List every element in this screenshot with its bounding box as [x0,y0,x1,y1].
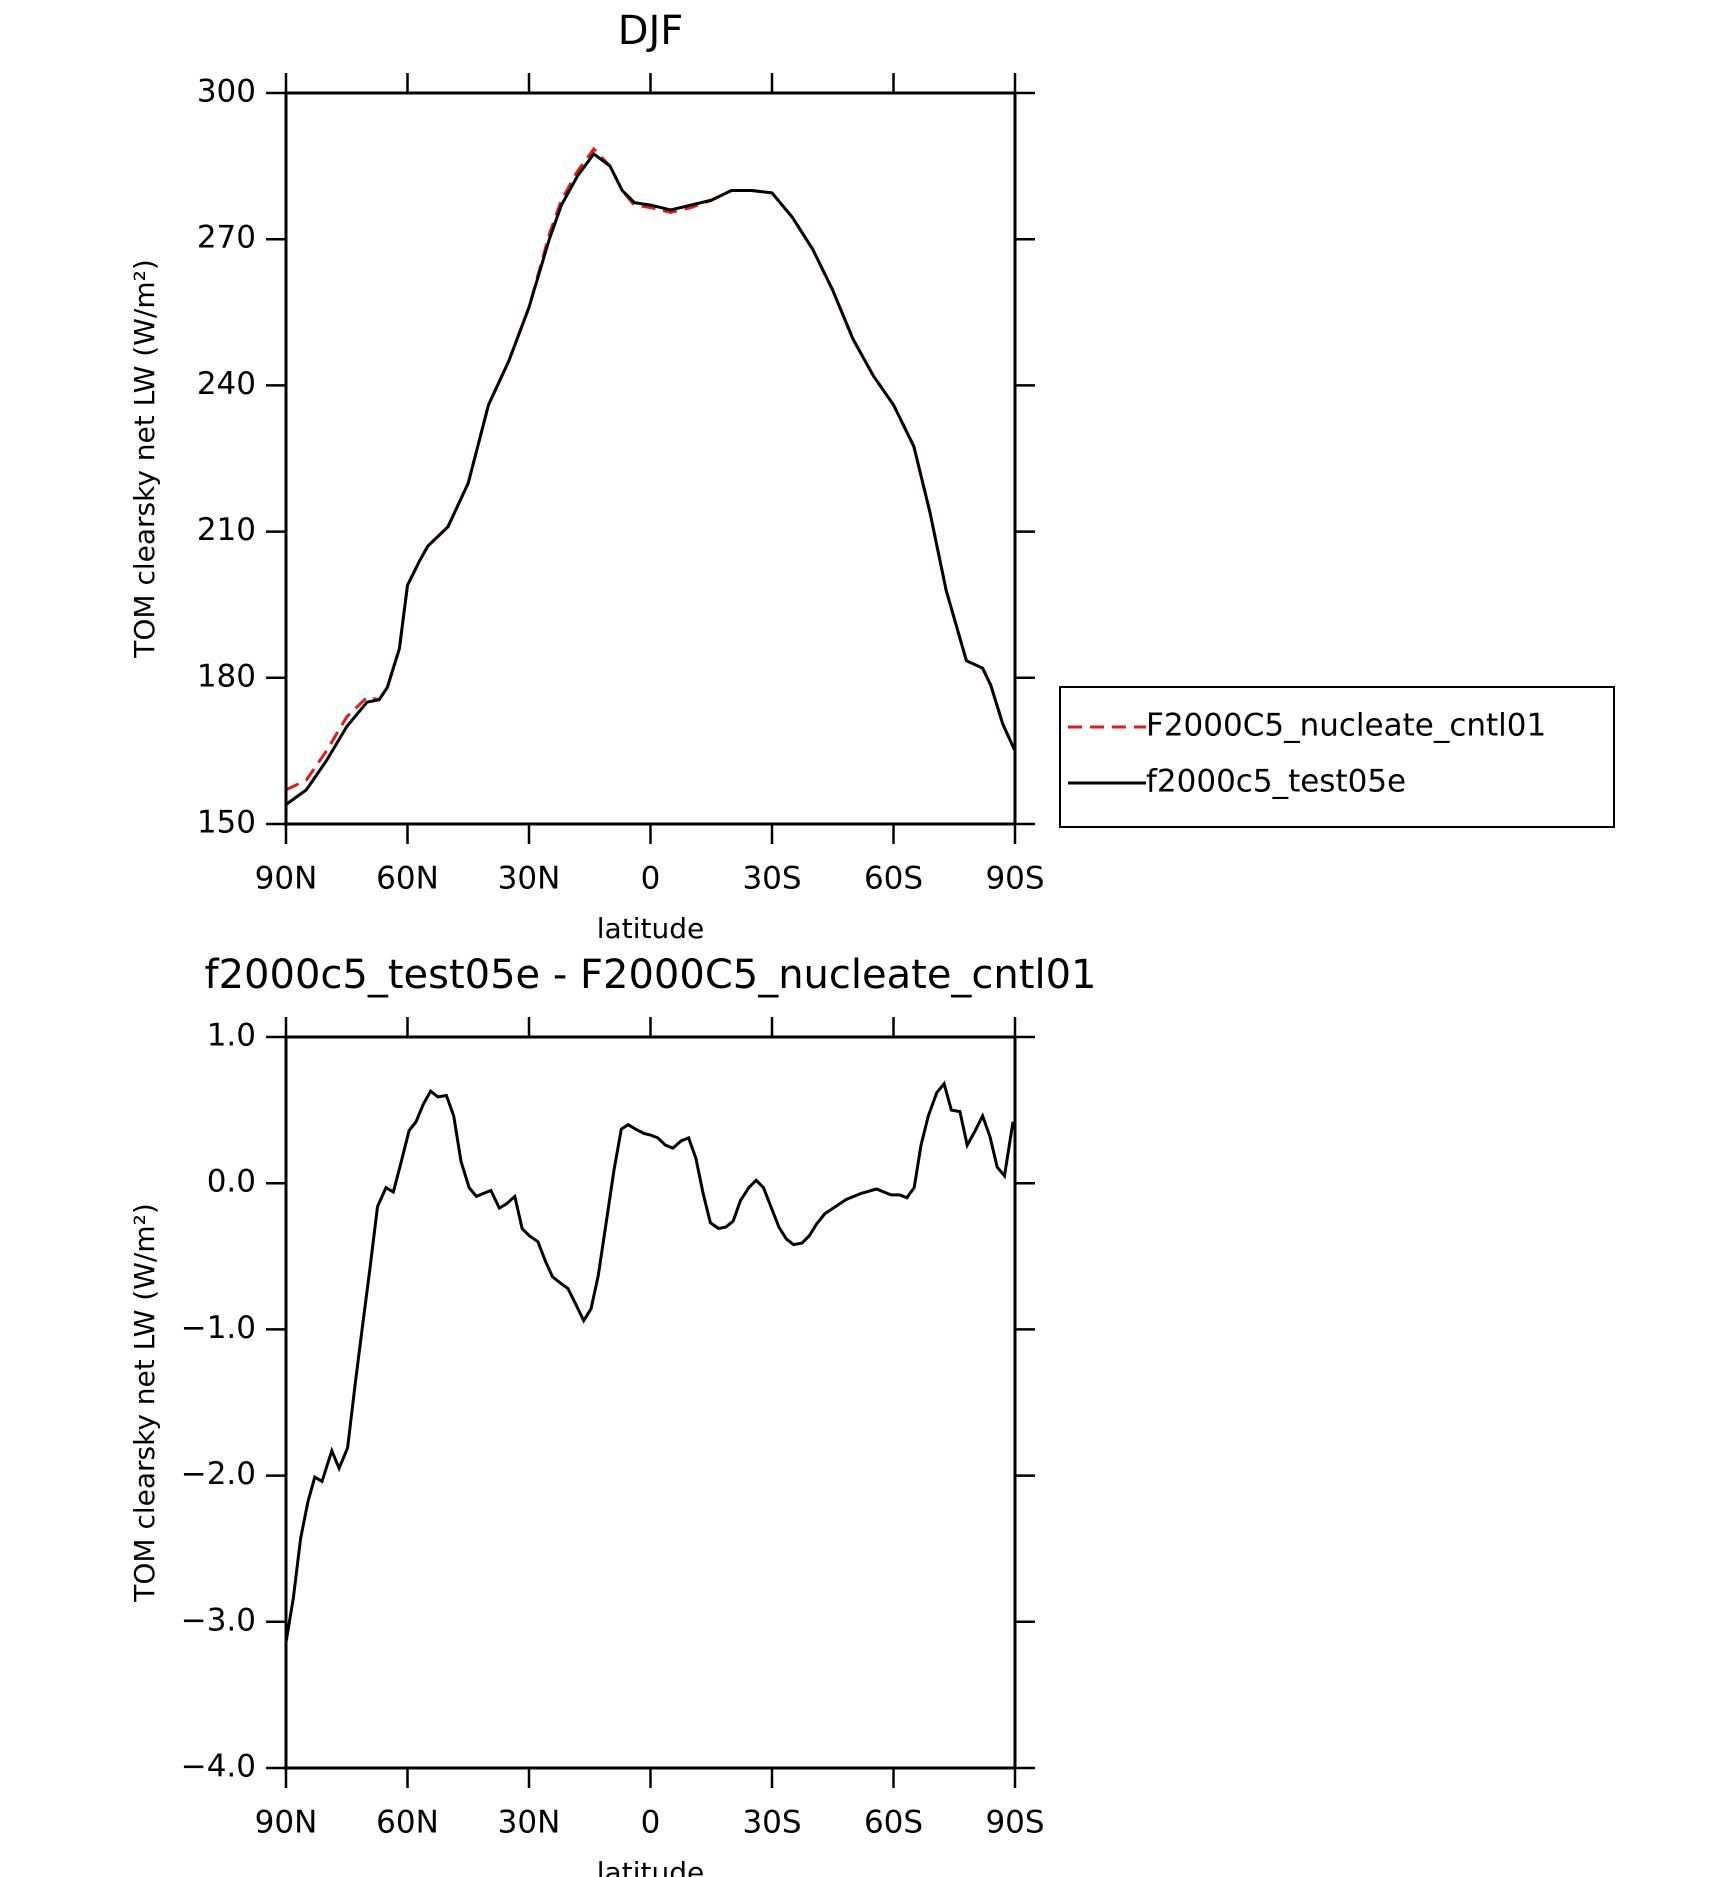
x-tick-label: 0 [641,861,661,897]
y-tick-label: −1.0 [181,1310,256,1346]
x-tick-label: 60S [864,1805,923,1841]
y-tick-label: −2.0 [181,1456,256,1492]
data-line [284,1080,1015,1643]
chart-title: DJF [618,8,684,54]
data-line [285,146,1017,792]
x-tick-label: 30S [742,861,801,897]
y-tick-label: 300 [197,74,256,110]
y-axis-label: TOM clearsky net LW (W/m²) [128,1203,161,1602]
x-tick-label: 30S [742,1805,801,1841]
x-tick-label: 0 [641,1805,661,1841]
x-axis-label: latitude [597,1856,704,1877]
y-axis-label: TOM clearsky net LW (W/m²) [128,259,161,658]
x-tick-label: 90N [255,1805,318,1841]
x-tick-label: 60N [376,861,439,897]
x-tick-label: 90N [255,861,318,897]
legend-box [1059,686,1615,828]
y-tick-label: −4.0 [181,1749,256,1785]
x-tick-label: 90S [985,861,1044,897]
data-line [285,151,1017,806]
y-tick-label: 240 [197,366,256,402]
chart-title: f2000c5_test05e - F2000C5_nucleate_cntl0… [205,952,1097,998]
x-tick-label: 60N [376,1805,439,1841]
x-tick-label: 30N [498,861,561,897]
plot-frame [284,1035,1017,1770]
y-tick-label: −3.0 [181,1602,256,1638]
x-axis-label: latitude [597,912,704,945]
x-tick-label: 90S [985,1805,1044,1841]
y-tick-label: 150 [197,805,256,841]
legend-label: F2000C5_nucleate_cntl01 [1146,708,1546,744]
x-tick-label: 60S [864,861,923,897]
y-tick-label: 210 [197,512,256,548]
y-tick-label: 270 [197,220,256,256]
y-tick-label: 0.0 [207,1164,256,1200]
legend-label: f2000c5_test05e [1146,764,1406,800]
y-tick-label: 1.0 [207,1018,256,1054]
y-tick-label: 180 [197,658,256,694]
plot-frame [284,91,1017,826]
x-tick-label: 30N [498,1805,561,1841]
